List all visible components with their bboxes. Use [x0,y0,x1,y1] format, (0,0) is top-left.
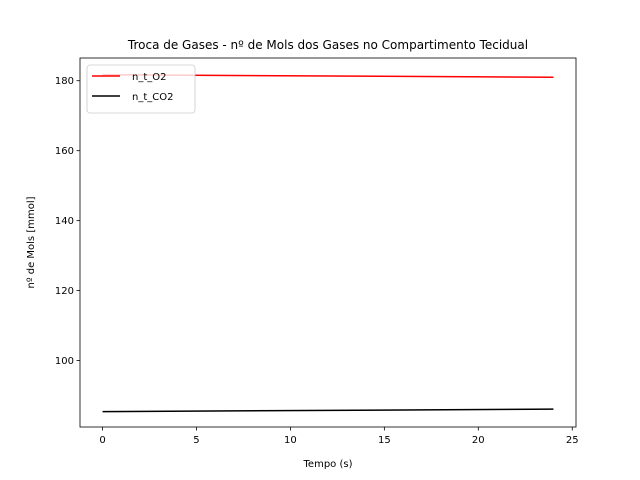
y-tick-label: 140 [55,216,74,227]
x-tick-label: 5 [193,435,199,446]
x-tick-label: 10 [284,435,297,446]
y-tick-label: 100 [55,356,74,367]
chart-title: Troca de Gases - nº de Mols dos Gases no… [127,38,528,52]
legend: n_t_O2 n_t_CO2 [86,64,196,114]
y-tick-label: 120 [55,286,74,297]
x-axis-ticks: 0 5 10 15 20 25 [99,427,579,446]
legend-label: n_t_O2 [132,72,167,83]
x-axis-label: Tempo (s) [303,459,353,470]
y-tick-label: 160 [55,146,74,157]
x-tick-label: 15 [378,435,391,446]
y-tick-label: 180 [55,76,74,87]
series-layer [102,74,554,413]
series-line-n_t_CO2 [102,408,554,413]
y-axis-ticks: 100 120 140 160 180 [55,76,80,367]
x-tick-label: 0 [99,435,105,446]
x-tick-label: 25 [566,435,579,446]
legend-box [86,64,196,114]
plot-frame [79,57,577,428]
legend-label: n_t_CO2 [132,92,173,103]
x-tick-label: 20 [472,435,485,446]
y-axis-label: nº de Mols [mmol] [26,196,37,288]
